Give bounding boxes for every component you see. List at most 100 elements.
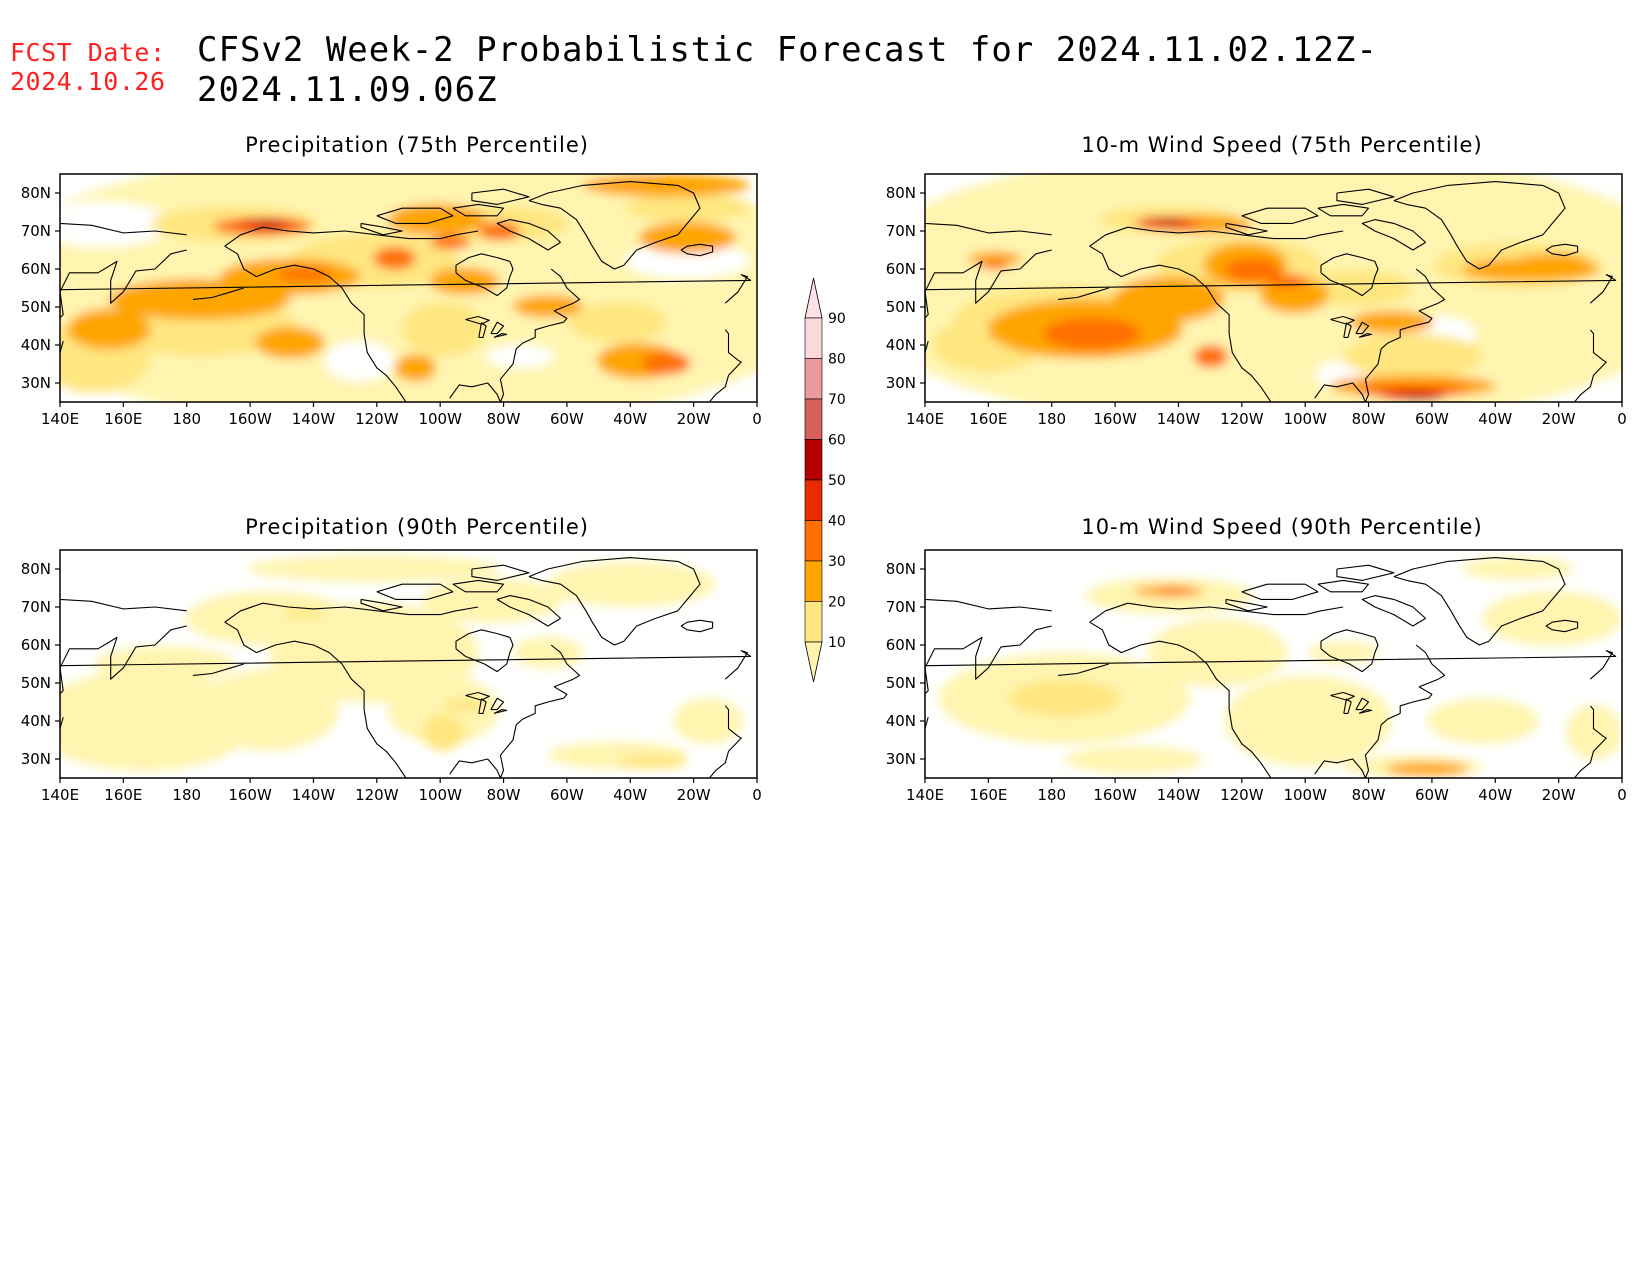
coastline: [1089, 226, 1344, 247]
coastline-layer: [925, 557, 1617, 778]
shading-blob: [1426, 698, 1539, 744]
colorbar-swatch: [804, 520, 823, 562]
shading-blob: [255, 220, 284, 228]
coastline: [1330, 315, 1355, 325]
panel-precip-90: Precipitation (90th Percentile) 140E 160E…: [21, 515, 762, 804]
coastline: [925, 222, 1052, 236]
x-tick-label: 40W: [1478, 410, 1512, 428]
colorbar-swatch: [804, 601, 823, 643]
colorbar-tick-label: 10: [828, 635, 846, 651]
shading-blob: [624, 242, 751, 279]
coastline: [925, 274, 1617, 304]
y-tick-label: 70N: [21, 598, 51, 616]
colorbar-swatch: [804, 398, 823, 440]
coastline: [493, 333, 508, 338]
shading-blob: [1158, 587, 1194, 595]
y-tick-label: 60N: [21, 260, 51, 278]
coastline: [708, 705, 742, 778]
coastline: [1393, 181, 1566, 270]
fcst-date-label: FCST Date: 2024.10.26: [10, 38, 166, 96]
coastline: [1320, 253, 1379, 297]
coastline: [493, 709, 508, 714]
colorbar-swatch: [804, 317, 823, 359]
x-tick-label: 100W: [418, 410, 462, 428]
x-tick-label: 120W: [355, 410, 399, 428]
coastline: [1241, 583, 1319, 600]
fcst-date-value: 2024.10.26: [10, 67, 166, 96]
x-tick-label: 120W: [355, 786, 399, 804]
x-tick-label: 160E: [104, 786, 142, 804]
coastline: [455, 629, 514, 673]
coastline-layer: [925, 181, 1617, 402]
shading-blob: [1064, 746, 1204, 774]
y-tick-label: 40N: [886, 336, 916, 354]
colorbar-tick-label: 50: [828, 473, 846, 489]
shading-blob: [1385, 762, 1469, 776]
y-tick-label: 60N: [886, 636, 916, 654]
y-tick-label: 30N: [886, 374, 916, 392]
colorbar-swatch: [804, 358, 823, 400]
x-tick-label: 140E: [906, 410, 944, 428]
x-tick-label: 20W: [1542, 786, 1576, 804]
coastline: [471, 188, 530, 205]
coastline: [680, 619, 714, 633]
y-tick-label: 30N: [21, 374, 51, 392]
shading-blob: [324, 340, 395, 382]
x-tick-label: 160W: [228, 786, 272, 804]
fcst-date-caption: FCST Date:: [10, 38, 166, 67]
coastline: [360, 598, 403, 612]
axis-ticks: 140E 160E 180 160W 140W 120W 100W 80W 60W 40W 20W 0…: [21, 184, 762, 428]
y-tick-label: 40N: [21, 712, 51, 730]
coastline: [1317, 203, 1370, 217]
y-tick-label: 80N: [21, 560, 51, 578]
panel-precip-75: Precipitation (75th Percentile) 140E 160E…: [21, 133, 762, 428]
shading-blob: [485, 345, 555, 368]
x-tick-label: 80W: [1352, 410, 1386, 428]
shading-blob: [1566, 705, 1622, 760]
map-frame: [924, 549, 1623, 779]
x-tick-label: 80W: [487, 786, 521, 804]
shading-blob: [185, 591, 353, 646]
colorbar-tick-label: 60: [828, 433, 846, 449]
coastline: [925, 650, 1617, 680]
panel-wind-75: 10-m Wind Speed (75th Percentile) 140E 16…: [886, 133, 1627, 428]
coastline: [1393, 557, 1566, 646]
coastline: [708, 329, 742, 402]
x-tick-label: 140E: [906, 786, 944, 804]
shading-layer: [60, 554, 744, 772]
x-tick-label: 60W: [1415, 410, 1449, 428]
shading-layer: [60, 174, 757, 402]
shading-blob: [387, 203, 486, 236]
coastline: [1058, 287, 1109, 300]
x-tick-label: 60W: [550, 786, 584, 804]
x-tick-label: 100W: [418, 786, 462, 804]
x-tick-label: 140W: [292, 410, 336, 428]
x-tick-label: 100W: [1283, 410, 1327, 428]
colorbar-tick-label: 80: [828, 352, 846, 368]
x-tick-label: 160E: [104, 410, 142, 428]
shading-layer: [938, 556, 1622, 778]
y-tick-label: 50N: [886, 674, 916, 692]
coastline: [1320, 629, 1379, 673]
shading-blob: [1398, 394, 1441, 401]
coastline: [455, 253, 514, 297]
coastline: [925, 598, 1052, 612]
x-tick-label: 40W: [613, 786, 647, 804]
colorbar-tick-label: 90: [828, 311, 846, 327]
shading-blob: [673, 698, 744, 744]
x-tick-label: 160W: [1093, 410, 1137, 428]
x-tick-label: 80W: [487, 410, 521, 428]
coastline: [1314, 644, 1446, 778]
shading-blob: [401, 301, 486, 357]
coastline: [528, 557, 701, 646]
coastline: [1317, 579, 1370, 593]
colorbar-swatch: [804, 479, 823, 521]
y-tick-label: 30N: [21, 750, 51, 768]
coastline: [224, 602, 479, 623]
shading-blob: [624, 194, 751, 222]
coastline: [471, 564, 530, 581]
coastline: [360, 222, 403, 236]
x-tick-label: 180: [1037, 410, 1066, 428]
shading-blob: [248, 554, 500, 582]
shading-blob: [478, 221, 521, 241]
